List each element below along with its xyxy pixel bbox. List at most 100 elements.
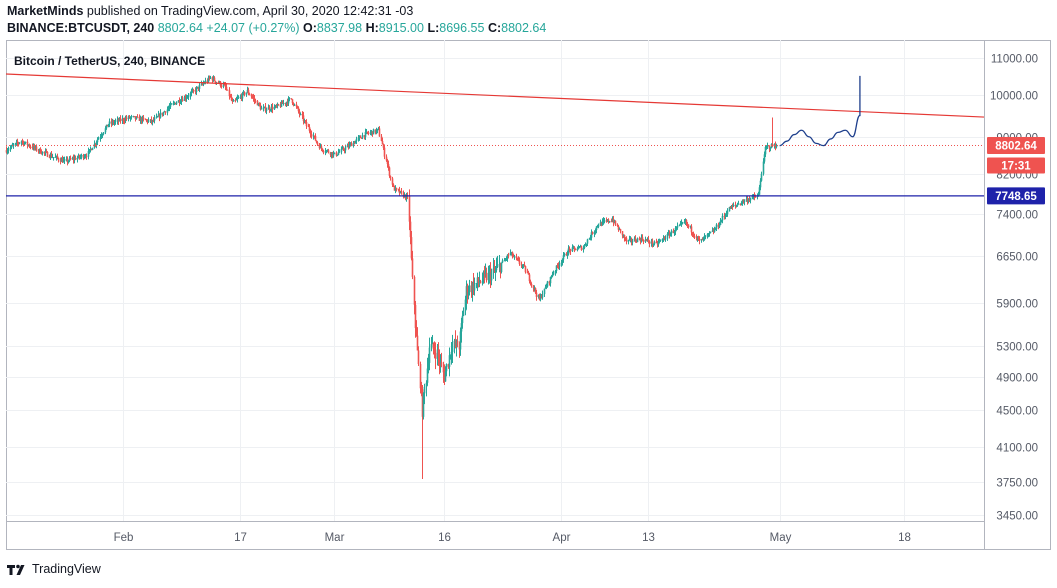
candle-body [237,97,240,99]
candle-body [62,160,65,163]
candle-body [728,207,731,212]
candle-body [275,105,278,107]
candle-body [701,239,704,241]
candle-body [96,139,99,143]
bar-countdown-tag-bg [987,157,1045,174]
candle-body [32,145,35,149]
candle-body [74,157,77,160]
candle-body [262,107,265,109]
candle-body [382,144,385,148]
candle-body [546,281,549,287]
candle-body [548,281,551,284]
candle-body [729,207,732,209]
candle-body [198,84,201,89]
candle-body [220,85,223,87]
candle-body [297,107,300,112]
candle-body [415,327,418,336]
candle-body [223,84,226,86]
candle-body [714,228,717,230]
candle-body [177,100,180,103]
candle-body [180,99,183,102]
candle-body [157,114,160,117]
candle-body [10,145,13,148]
candle-body [335,152,338,156]
candle-body [327,150,330,153]
candle-body [204,80,207,84]
candle-body [376,128,379,131]
candle-body [743,200,746,202]
drawings [5,73,985,197]
candle-body [133,116,136,118]
candle-body [417,350,420,364]
resistance-trendline[interactable] [5,73,985,118]
candle-body [100,135,103,138]
candle-body [7,149,10,151]
candle-body [652,244,655,246]
author-name[interactable]: MarketMinds [7,4,84,18]
candle-body [267,107,270,110]
candle-body [55,156,58,158]
candle-body [529,281,532,284]
candle-body [293,104,296,106]
candle-body [749,198,752,201]
candle-body [667,233,670,235]
candle-body [343,149,346,151]
candle-body [650,240,653,244]
candle-body [466,286,469,295]
candle-body [44,151,47,153]
candle-body [108,121,111,125]
candle-body [467,291,470,295]
candle-body [285,102,288,104]
candle-body [659,239,662,241]
candle-body [515,256,518,259]
candle-body [764,147,767,155]
tradingview-brand[interactable]: TradingView [32,562,101,576]
candle-body [426,368,429,383]
candle-body [745,199,748,201]
candle-body [657,242,660,245]
candle-body [438,356,441,364]
candle-body [495,267,498,271]
candle-body [112,121,115,124]
candle-body [301,113,304,116]
candle-body [229,96,232,98]
candle-body [461,315,464,324]
candle-body [73,157,76,160]
candle-body [704,235,707,237]
candle-body [114,120,117,123]
candle-body [374,129,377,133]
price-axis[interactable]: 11000.0010000.009000.008200.007400.00665… [987,54,1045,523]
candle-body [601,221,604,226]
candle-body [679,223,682,225]
candle-body [153,117,156,121]
candle-body [295,104,298,107]
candle-body [357,137,360,139]
candle-body [49,154,52,158]
time-axis[interactable]: Feb 17 Mar 16 Apr 13 May 18 [114,532,911,544]
candle-body [768,146,771,149]
price-tick-label: 11000.00 [991,54,1038,66]
candle-body [456,340,459,347]
time-tick-label: 18 [898,532,911,544]
candle-body [150,119,153,122]
candle-body [759,180,762,188]
close-value: 8802.64 [501,21,547,35]
candle-body [444,371,447,382]
candle-body [647,239,650,243]
candle-body [775,145,778,148]
candle-body [534,288,537,293]
candle-body [702,236,705,241]
candle-body [434,352,437,359]
projection-path[interactable] [779,75,861,147]
candle-body [247,89,250,94]
candle-body [468,285,471,292]
candle-body [173,102,176,104]
candle-body [470,285,473,293]
candle-body [638,238,641,240]
candle-body [725,214,728,216]
candle-body [678,224,681,226]
candle-body [123,120,126,122]
candle-body [175,102,178,105]
candle-body [619,229,622,232]
